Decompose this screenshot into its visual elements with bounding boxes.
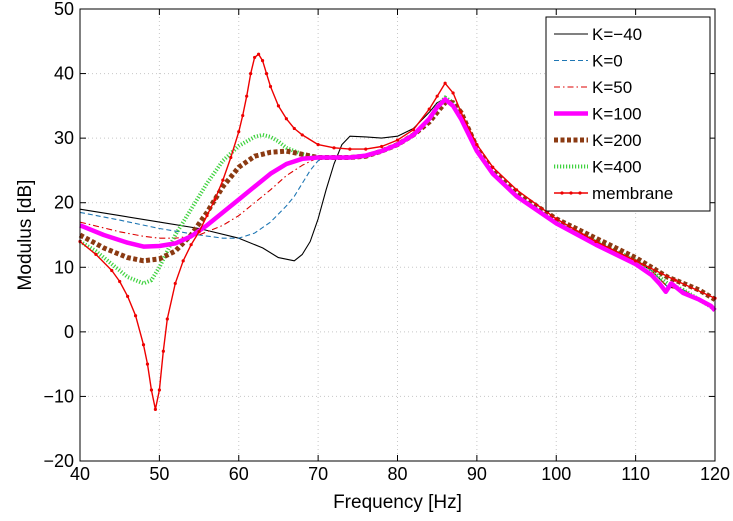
series-point — [181, 259, 185, 263]
series-point — [475, 143, 479, 147]
legend-item: K=50 — [554, 78, 632, 97]
series-point — [364, 147, 368, 151]
series-point — [380, 144, 384, 149]
series-point — [491, 165, 495, 169]
legend-item: K=0 — [554, 52, 623, 71]
y-tick-label: 0 — [64, 322, 74, 342]
legend-label: K=100 — [592, 105, 642, 124]
series-point — [264, 71, 269, 76]
x-tick-label: 120 — [700, 464, 730, 484]
legend-label: K=−40 — [592, 25, 642, 44]
legend-label: K=0 — [592, 52, 623, 71]
series-layer — [78, 52, 717, 411]
series-point — [316, 143, 320, 147]
series-point — [197, 230, 201, 234]
y-tick-label: 10 — [54, 257, 74, 277]
series-point — [110, 268, 114, 273]
series-point — [435, 94, 439, 98]
x-tick-labels: 40 50 60 70 80 90 100 110 120 — [70, 464, 730, 484]
series-point — [451, 91, 455, 95]
series-point — [260, 59, 265, 63]
series-point — [634, 259, 638, 263]
x-tick-label: 80 — [387, 464, 407, 484]
series-point — [118, 279, 122, 284]
series-point — [229, 155, 233, 160]
series-point — [276, 104, 281, 108]
series-point — [157, 388, 161, 392]
series-point — [189, 243, 193, 247]
y-tick-label: −10 — [43, 386, 74, 406]
y-tick-label: −20 — [43, 451, 74, 471]
y-tick-labels: −20 −10 0 10 20 30 40 50 — [43, 0, 74, 471]
y-tick-label: 50 — [54, 0, 74, 19]
series-point — [133, 314, 138, 318]
series-point — [332, 146, 336, 150]
series-point — [514, 188, 519, 192]
series-point — [256, 52, 261, 56]
series-6 — [78, 52, 717, 411]
x-tick-label: 70 — [308, 464, 328, 484]
series-point — [221, 178, 225, 182]
series-point — [141, 343, 146, 347]
x-tick-label: 40 — [70, 464, 90, 484]
legend-label: K=50 — [592, 78, 632, 97]
series-point — [173, 281, 177, 286]
series-point — [165, 317, 169, 321]
legend-item: K=−40 — [554, 25, 642, 44]
legend-item: K=100 — [554, 105, 642, 124]
series-point — [213, 197, 217, 202]
series-point — [673, 278, 677, 282]
series-point — [94, 252, 98, 256]
series-point — [411, 128, 415, 132]
series-point — [459, 110, 463, 114]
legend-item: K=200 — [554, 131, 642, 150]
series-point — [249, 71, 253, 76]
legend-marker — [569, 191, 573, 195]
series-point — [443, 81, 447, 85]
legend-marker — [560, 191, 564, 195]
series-point — [554, 217, 558, 221]
series-point — [145, 362, 150, 366]
series-point — [161, 349, 165, 353]
series-line — [79, 97, 717, 312]
series-point — [153, 407, 158, 411]
series-point — [237, 130, 241, 134]
legend: K=−40 K=0 K=50 K=100 K=200 K=400 membrane — [545, 16, 711, 212]
legend-label: K=400 — [592, 158, 642, 177]
x-tick-label: 50 — [149, 464, 169, 484]
x-axis-label: Frequency [Hz] — [333, 492, 462, 513]
series-point — [292, 126, 296, 131]
y-tick-label: 20 — [54, 193, 74, 213]
series-point — [300, 133, 304, 137]
series-point — [245, 94, 249, 98]
x-tick-label: 90 — [467, 464, 487, 484]
series-point — [594, 239, 598, 244]
series-point — [241, 113, 245, 118]
series-point — [149, 388, 154, 392]
series-point — [268, 84, 273, 89]
series-point — [126, 294, 130, 298]
series-point — [284, 117, 288, 121]
series-point — [205, 214, 209, 218]
series-point — [348, 147, 352, 151]
legend-label: K=200 — [592, 131, 642, 150]
legend-item: K=400 — [554, 158, 642, 177]
series-point — [253, 55, 257, 60]
y-tick-label: 40 — [54, 64, 74, 84]
x-tick-label: 100 — [541, 464, 571, 484]
series-3 — [79, 97, 717, 312]
legend-label: membrane — [592, 184, 673, 203]
x-tick-label: 110 — [621, 464, 650, 484]
legend-marker — [578, 191, 582, 195]
series-point — [427, 107, 431, 111]
series-point — [395, 138, 400, 142]
y-tick-label: 30 — [54, 128, 74, 148]
y-axis-label: Modulus [dB] — [15, 180, 36, 291]
legend-item: membrane — [554, 184, 673, 203]
x-tick-label: 60 — [229, 464, 249, 484]
series-line — [79, 53, 716, 410]
